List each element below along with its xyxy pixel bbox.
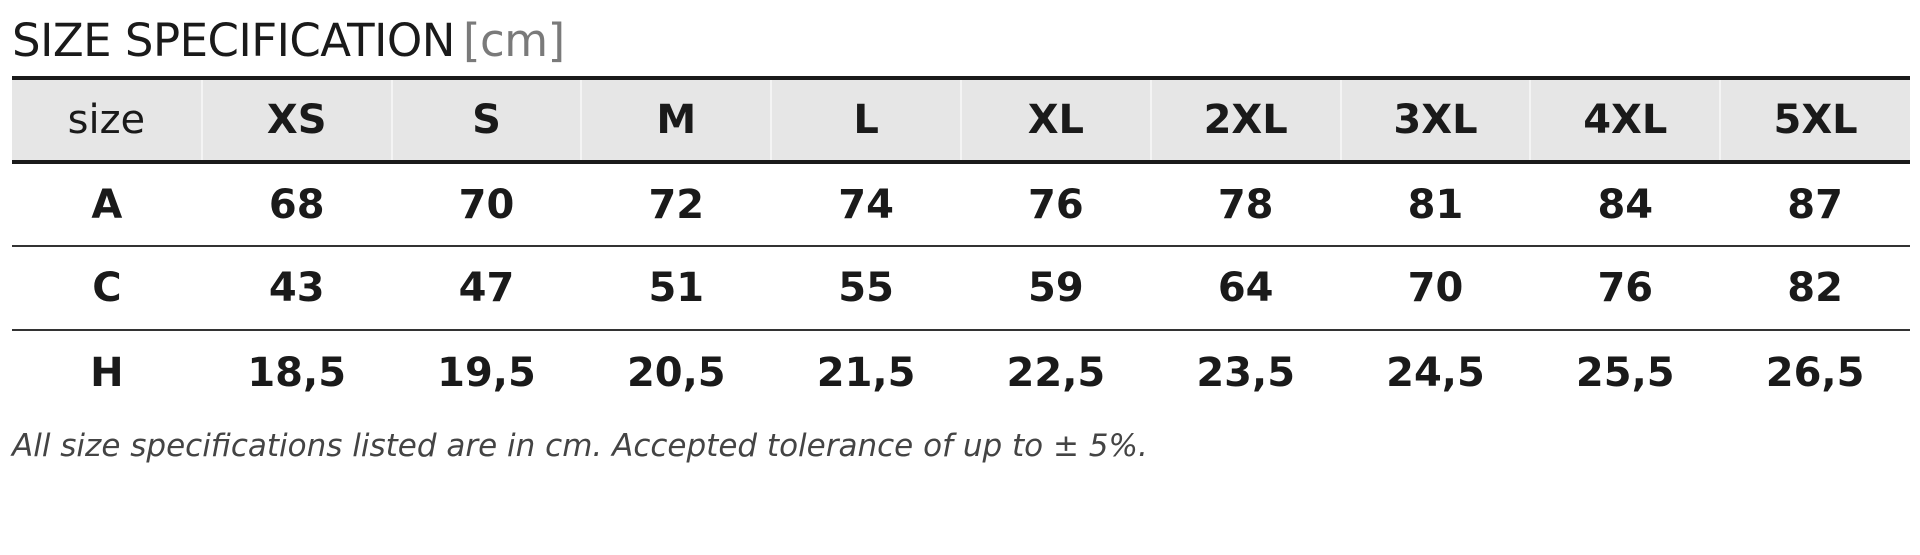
header-cell: XL — [959, 78, 1151, 162]
header-cell: XS — [200, 78, 392, 162]
table-cell: 68 — [268, 181, 325, 228]
table-cell: 59 — [1028, 265, 1084, 311]
table-cell: 76 — [1028, 181, 1084, 228]
table-cell: 82 — [1787, 265, 1843, 311]
table-cell: 70 — [458, 181, 515, 228]
table-cell: 55 — [838, 265, 894, 311]
footnote: All size specifications listed are in cm… — [12, 428, 1148, 464]
title-text: SIZE SPECIFICATION — [12, 14, 455, 67]
table-cell: 26,5 — [1765, 349, 1865, 396]
table-cell: 19,5 — [437, 349, 536, 396]
table-header: size XS S M L XL 2XL 3XL 4XL 5XL — [12, 78, 1910, 162]
header-cell: 3XL — [1339, 78, 1531, 162]
table-cell: 22,5 — [1006, 349, 1106, 396]
table-cell: 23,5 — [1196, 349, 1296, 396]
table-cell: 72 — [648, 181, 705, 228]
table-cell: 43 — [268, 265, 325, 311]
table-cell: 24,5 — [1386, 349, 1485, 396]
table-cell: 47 — [458, 265, 515, 311]
table-cell: 64 — [1217, 265, 1274, 311]
row-label: A — [91, 181, 123, 228]
header-cell: L — [770, 78, 961, 162]
header-row: size XS S M L XL 2XL 3XL 4XL 5XL — [12, 78, 1910, 162]
table-cell: 81 — [1407, 181, 1464, 228]
table-body: A 68 70 72 74 76 78 81 84 87 C 43 47 51 55 59 64 70 76 82 H 1… — [12, 162, 1910, 414]
table-cell: 18,5 — [247, 349, 347, 396]
table-row: C 43 47 51 55 59 64 70 76 82 — [12, 246, 1910, 330]
row-label: H — [90, 349, 124, 396]
table-cell: 70 — [1407, 265, 1464, 311]
title-unit: [cm] — [462, 14, 565, 67]
header-cell: M — [580, 78, 772, 162]
table-cell: 20,5 — [626, 349, 726, 396]
table-cell: 78 — [1217, 181, 1274, 228]
header-cell: 2XL — [1149, 78, 1341, 162]
header-cell: size — [67, 97, 146, 143]
header-cell: S — [390, 78, 582, 162]
table-cell: 25,5 — [1575, 349, 1675, 396]
table-cell: 21,5 — [816, 349, 916, 396]
table-cell: 87 — [1787, 181, 1843, 228]
table-cell: 51 — [648, 265, 705, 311]
title: SIZE SPECIFICATION [cm] — [12, 14, 565, 67]
table-row: H 18,5 19,5 20,5 21,5 22,5 23,5 24,5 25,5 26,5 — [12, 330, 1910, 414]
row-label: C — [92, 265, 122, 311]
table-cell: 84 — [1597, 181, 1654, 228]
header-cell: 4XL — [1529, 78, 1721, 162]
table-row: A 68 70 72 74 76 78 81 84 87 — [12, 162, 1910, 246]
size-table: size XS S M L XL 2XL 3XL 4XL 5XL A 68 70 72 74 76 78 81 8… — [12, 76, 1910, 414]
table-cell: 74 — [838, 181, 894, 228]
table-cell: 76 — [1597, 265, 1654, 311]
header-cell: 5XL — [1719, 78, 1910, 162]
